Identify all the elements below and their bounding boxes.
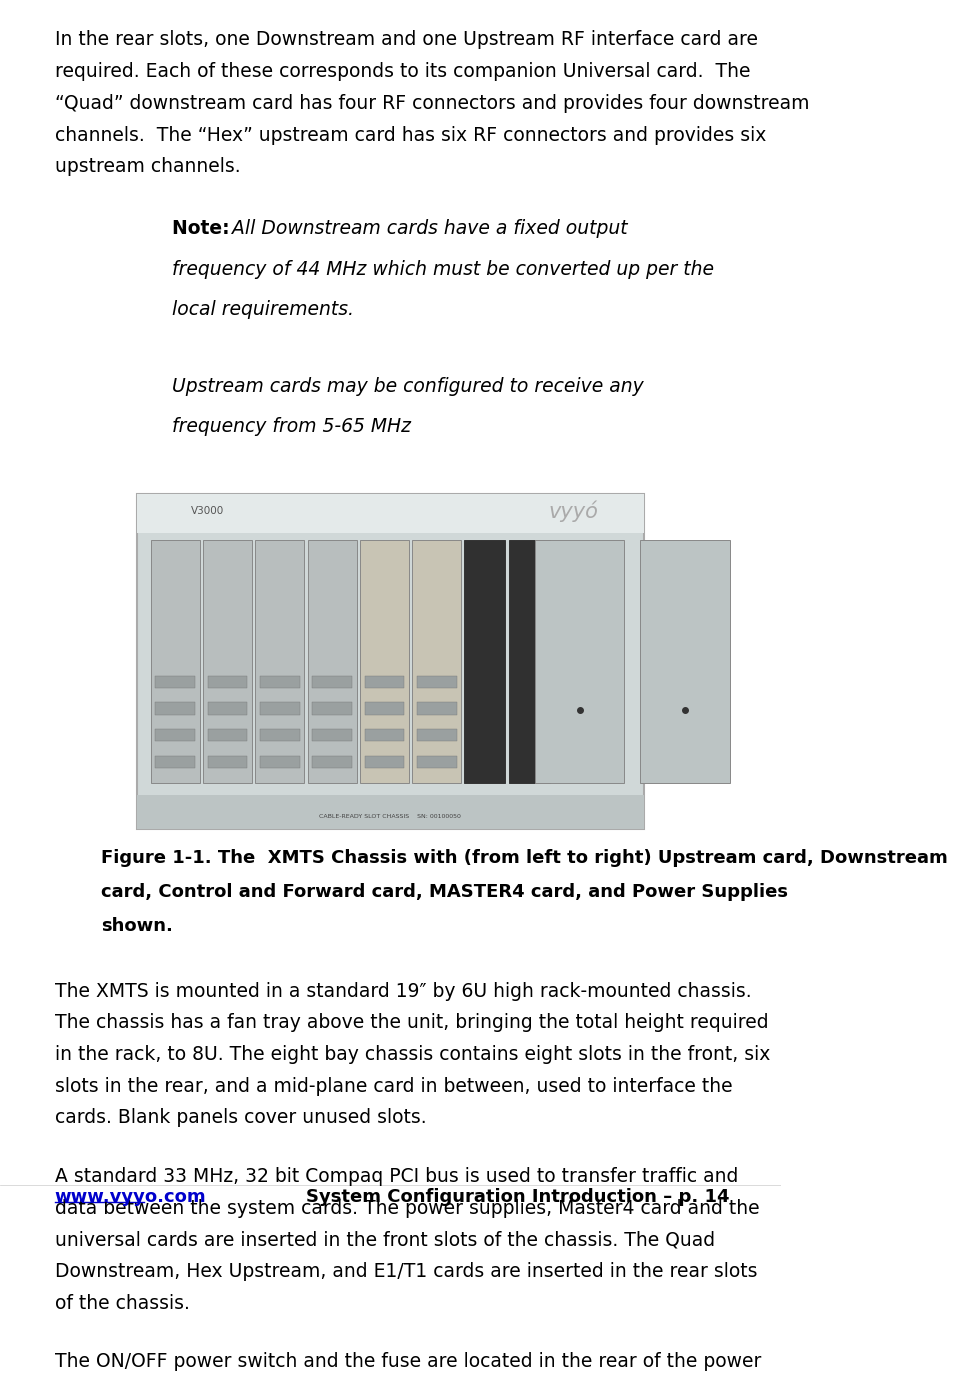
Text: CONDOR: CONDOR [670,750,700,755]
Text: universal cards are inserted in the front slots of the chassis. The Quad: universal cards are inserted in the fron… [54,1230,714,1249]
FancyBboxPatch shape [641,540,730,782]
FancyBboxPatch shape [417,756,457,768]
FancyBboxPatch shape [137,493,644,533]
FancyBboxPatch shape [137,795,644,829]
Text: In the rear slots, one Downstream and one Upstream RF interface card are: In the rear slots, one Downstream and on… [54,30,757,50]
FancyBboxPatch shape [151,540,200,782]
Text: channels.  The “Hex” upstream card has six RF connectors and provides six: channels. The “Hex” upstream card has si… [54,126,766,145]
Text: A standard 33 MHz, 32 bit Compaq PCI bus is used to transfer traffic and: A standard 33 MHz, 32 bit Compaq PCI bus… [54,1166,738,1186]
FancyBboxPatch shape [307,540,357,782]
Text: of the chassis.: of the chassis. [54,1294,190,1313]
FancyBboxPatch shape [364,676,404,688]
FancyBboxPatch shape [465,540,504,782]
Text: cards. Blank panels cover unused slots.: cards. Blank panels cover unused slots. [54,1108,427,1128]
FancyBboxPatch shape [156,702,195,714]
Text: data between the system cards. The power supplies, Master4 card and the: data between the system cards. The power… [54,1198,759,1218]
Text: in the rack, to 8U. The eight bay chassis contains eight slots in the front, six: in the rack, to 8U. The eight bay chassi… [54,1045,770,1064]
Text: System Configuration Introduction – p. 14: System Configuration Introduction – p. 1… [306,1189,730,1206]
FancyBboxPatch shape [412,540,462,782]
FancyBboxPatch shape [208,756,248,768]
FancyBboxPatch shape [260,730,299,741]
Text: local requirements.: local requirements. [172,300,354,319]
Text: The chassis has a fan tray above the unit, bringing the total height required: The chassis has a fan tray above the uni… [54,1013,768,1032]
FancyBboxPatch shape [417,702,457,714]
FancyBboxPatch shape [509,540,550,782]
Text: upstream channels.: upstream channels. [54,158,240,177]
Text: card, Control and Forward card, MASTER4 card, and Power Supplies: card, Control and Forward card, MASTER4 … [101,883,788,901]
Text: frequency of 44 MHz which must be converted up per the: frequency of 44 MHz which must be conver… [172,260,713,279]
Text: slots in the rear, and a mid-plane card in between, used to interface the: slots in the rear, and a mid-plane card … [54,1077,732,1096]
FancyBboxPatch shape [360,540,409,782]
FancyBboxPatch shape [364,730,404,741]
FancyBboxPatch shape [364,702,404,714]
Text: frequency from 5-65 MHz: frequency from 5-65 MHz [172,417,411,435]
FancyBboxPatch shape [260,702,299,714]
FancyBboxPatch shape [156,676,195,688]
Text: CONDOR: CONDOR [565,750,595,755]
Text: vyyó: vyyó [549,500,599,521]
Text: www.vyyo.com: www.vyyo.com [54,1189,206,1206]
Text: All Downstream cards have a fixed output: All Downstream cards have a fixed output [232,220,628,239]
Text: CABLE-READY SLOT CHASSIS    SN: 00100050: CABLE-READY SLOT CHASSIS SN: 00100050 [320,814,462,820]
FancyBboxPatch shape [203,540,252,782]
FancyBboxPatch shape [156,730,195,741]
FancyBboxPatch shape [260,756,299,768]
FancyBboxPatch shape [208,702,248,714]
FancyBboxPatch shape [208,730,248,741]
Text: shown.: shown. [101,916,173,936]
FancyBboxPatch shape [208,676,248,688]
Text: Note:: Note: [172,220,236,239]
Text: Downstream, Hex Upstream, and E1/T1 cards are inserted in the rear slots: Downstream, Hex Upstream, and E1/T1 card… [54,1262,757,1281]
Text: required. Each of these corresponds to its companion Universal card.  The: required. Each of these corresponds to i… [54,62,750,82]
FancyBboxPatch shape [312,730,352,741]
FancyBboxPatch shape [312,702,352,714]
FancyBboxPatch shape [417,730,457,741]
FancyBboxPatch shape [364,756,404,768]
FancyBboxPatch shape [312,756,352,768]
FancyBboxPatch shape [312,676,352,688]
Text: The XMTS is mounted in a standard 19″ by 6U high rack-mounted chassis.: The XMTS is mounted in a standard 19″ by… [54,981,751,1001]
Text: The ON/OFF power switch and the fuse are located in the rear of the power: The ON/OFF power switch and the fuse are… [54,1352,761,1371]
FancyBboxPatch shape [535,540,624,782]
Text: Upstream cards may be configured to receive any: Upstream cards may be configured to rece… [172,377,643,395]
Text: “Quad” downstream card has four RF connectors and provides four downstream: “Quad” downstream card has four RF conne… [54,94,809,113]
FancyBboxPatch shape [137,493,644,829]
FancyBboxPatch shape [156,756,195,768]
Text: Figure 1-1. The  XMTS Chassis with (from left to right) Upstream card, Downstrea: Figure 1-1. The XMTS Chassis with (from … [101,849,949,867]
FancyBboxPatch shape [260,676,299,688]
Text: V3000: V3000 [191,506,225,515]
FancyBboxPatch shape [417,676,457,688]
FancyBboxPatch shape [256,540,304,782]
